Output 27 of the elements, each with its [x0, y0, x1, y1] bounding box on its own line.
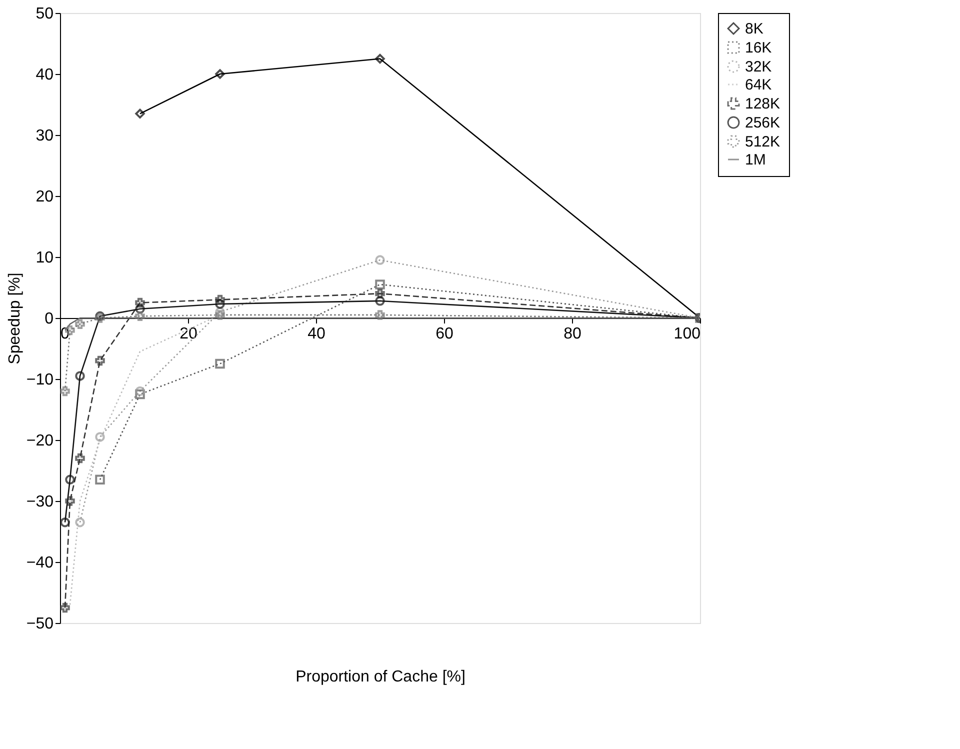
legend-label: 256K: [745, 114, 780, 132]
y-axis-title: Speedup [%]: [6, 272, 24, 364]
x-tick-label: 40: [308, 326, 326, 342]
legend-label: 8K: [745, 20, 764, 38]
x-tick-label: 0: [60, 326, 70, 342]
x-tick-label: 100: [674, 326, 701, 342]
x-tick-label: 20: [180, 326, 198, 342]
x-tick-label: 80: [564, 326, 582, 342]
legend-label: 16K: [745, 40, 772, 56]
legend-label: 128K: [745, 96, 780, 112]
y-tick-label: 40: [36, 66, 54, 84]
legend-label: 1M: [745, 152, 766, 168]
y-tick-label: 30: [36, 128, 54, 144]
y-tick-label: −10: [26, 372, 54, 388]
y-tick-label: −40: [26, 554, 54, 572]
legend-label: 64K: [745, 76, 772, 94]
y-tick-label: −30: [26, 494, 54, 510]
y-tick-label: 20: [36, 188, 54, 206]
y-tick-label: −50: [26, 616, 54, 632]
legend-label: 512K: [745, 134, 780, 150]
x-axis-title: Proportion of Cache [%]: [296, 668, 466, 686]
y-tick-label: 50: [36, 6, 54, 22]
y-tick-label: 0: [44, 310, 54, 328]
x-tick-label: 60: [436, 326, 454, 342]
legend-label: 32K: [745, 58, 772, 76]
y-tick-label: 10: [36, 250, 54, 266]
y-tick-label: −20: [26, 432, 54, 450]
